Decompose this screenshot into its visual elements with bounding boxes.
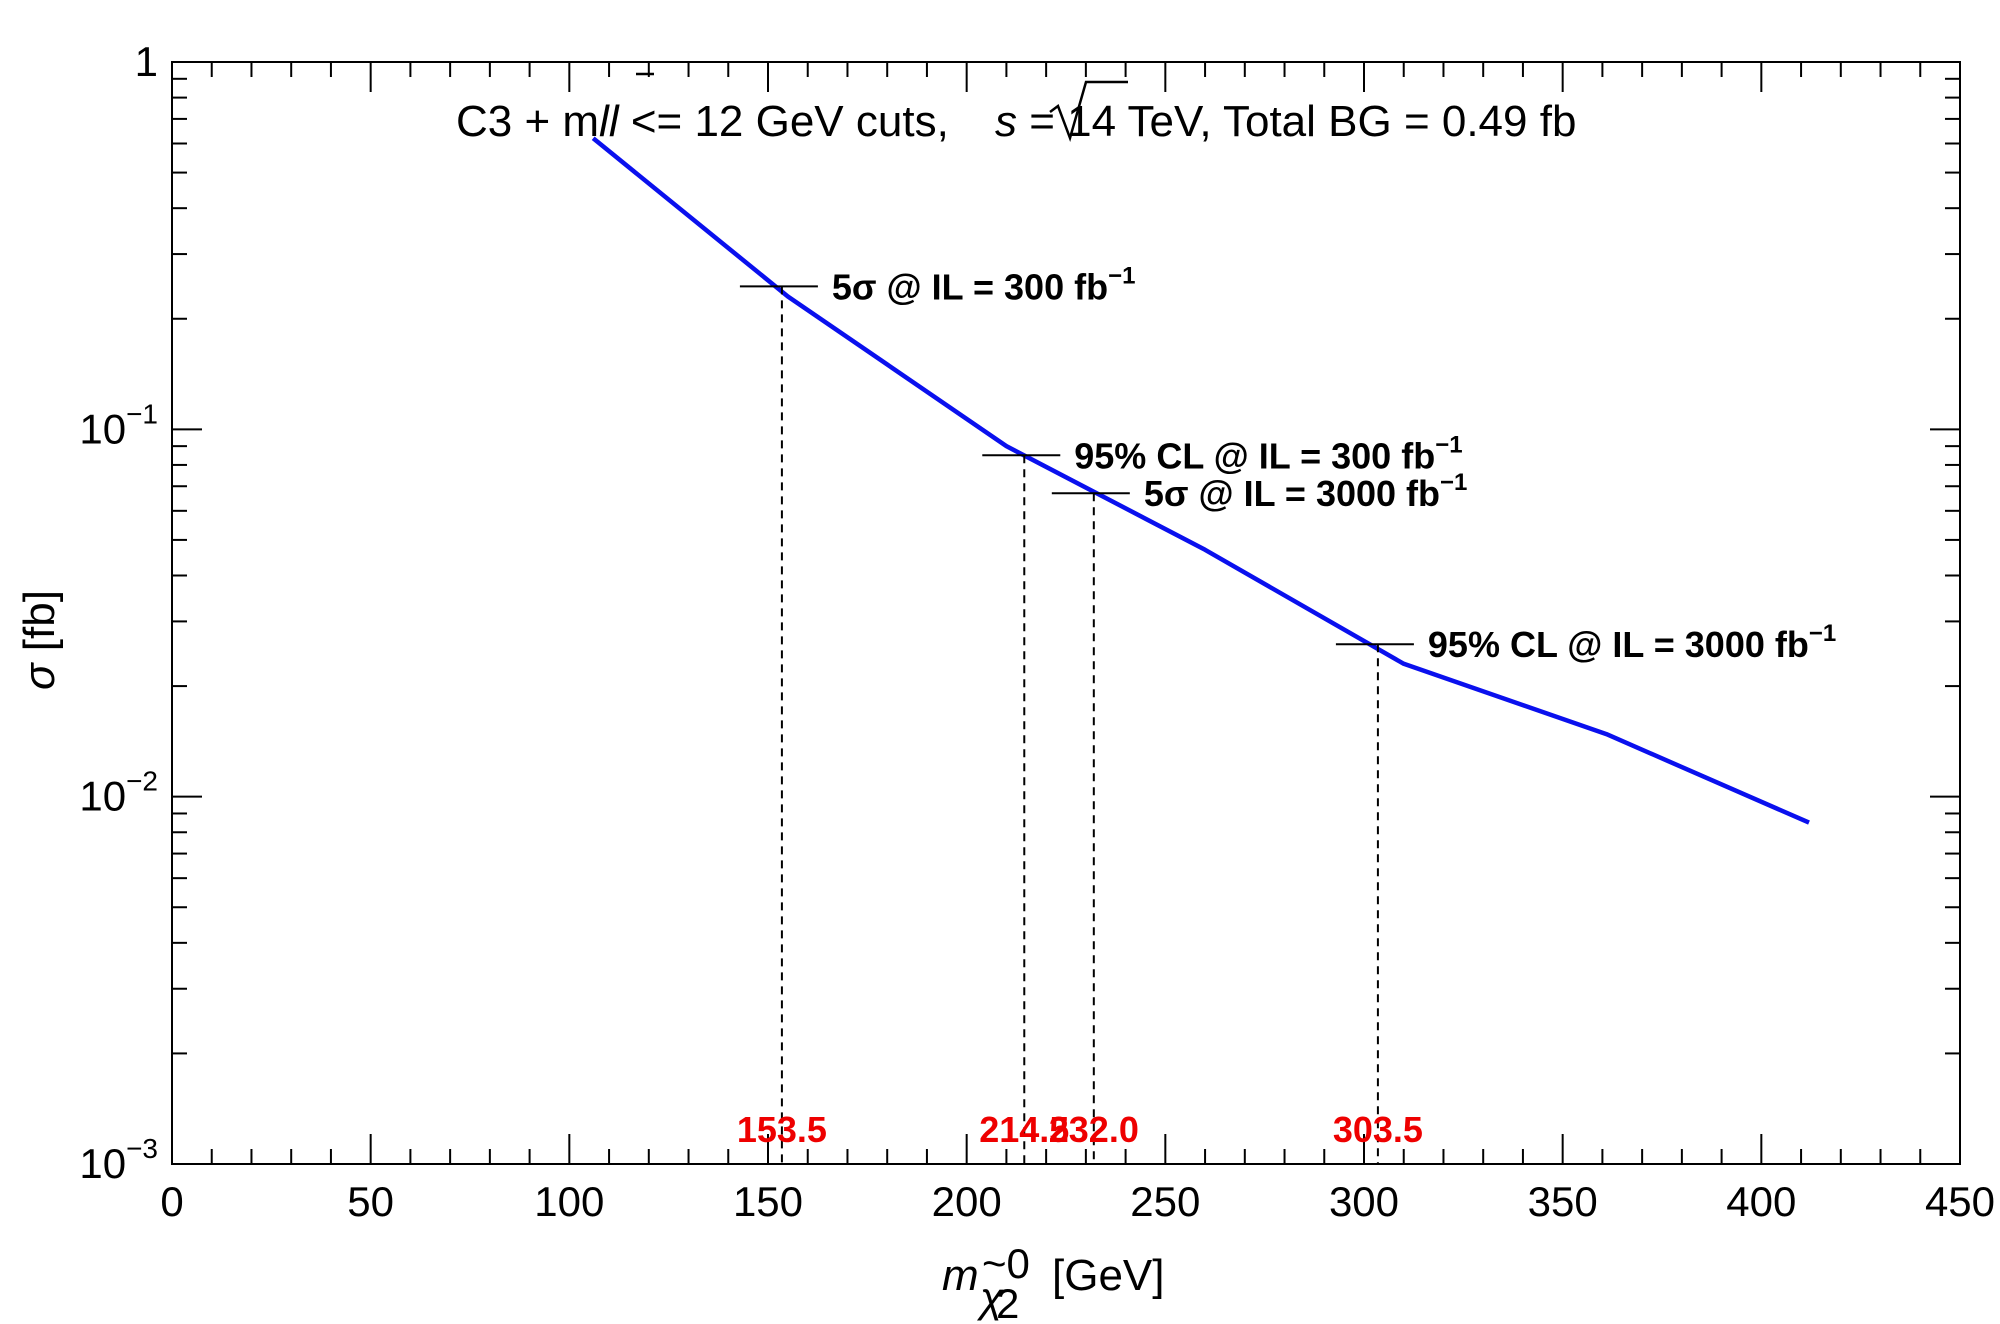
threshold-label-text: 5σ @ IL = 3000 fb (1144, 473, 1440, 514)
title-part4: s (995, 97, 1017, 146)
y-tick-exp: −3 (126, 1133, 158, 1164)
x-tick-label: 50 (347, 1178, 394, 1225)
threshold-value: 214.5 (979, 1109, 1069, 1150)
threshold-label-text: 5σ @ IL = 300 fb (832, 266, 1108, 307)
x-tick-label: 150 (733, 1178, 803, 1225)
y-tick-base: 1 (135, 38, 158, 85)
x-tick-label: 100 (534, 1178, 604, 1225)
x-axis-unit: [GeV] (1052, 1251, 1165, 1300)
x-tick-label: 400 (1726, 1178, 1796, 1225)
y-tick-exp: −1 (126, 398, 158, 429)
y-axis-unit: [fb] (15, 590, 64, 651)
y-tick-base: 10 (79, 773, 126, 820)
plot-frame (171, 61, 1961, 1165)
threshold-label: 95% CL @ IL = 3000 fb−1 (1428, 620, 1836, 665)
x-axis-sub: χ (976, 1274, 1004, 1321)
threshold-label: 5σ @ IL = 3000 fb−1 (1144, 469, 1468, 514)
threshold-label-sup: −1 (1440, 469, 1467, 496)
threshold-label: 95% CL @ IL = 300 fb−1 (1074, 431, 1462, 476)
title-part3: <= 12 GeV cuts, (619, 97, 961, 146)
x-axis-symbol: m (942, 1251, 979, 1300)
threshold-value: 303.5 (1333, 1109, 1423, 1150)
x-axis-title: m (942, 1251, 979, 1300)
y-tick-label: 1 (135, 38, 158, 85)
x-axis-sup: ~0 (982, 1240, 1030, 1287)
y-tick-label: 10−1 (79, 398, 158, 452)
y-axis-title: σ [fb] (15, 590, 64, 690)
x-tick-label: 300 (1329, 1178, 1399, 1225)
x-tick-label: 350 (1528, 1178, 1598, 1225)
x-axis-sub2: 2 (996, 1280, 1019, 1324)
y-tick-label: 10−2 (79, 766, 158, 820)
threshold-label-text: 95% CL @ IL = 300 fb (1074, 435, 1435, 476)
x-tick-label: 200 (932, 1178, 1002, 1225)
threshold-label-text: 95% CL @ IL = 3000 fb (1428, 624, 1809, 665)
sqrt-symbol (1049, 80, 1128, 142)
y-tick-base: 10 (79, 405, 126, 452)
lines-layer (591, 136, 1810, 825)
x-tick-label: 250 (1130, 1178, 1200, 1225)
x-tick-label: 0 (160, 1178, 183, 1225)
title-part1: C3 + m (456, 97, 599, 146)
y-tick-exp: −2 (126, 766, 158, 797)
threshold-label: 5σ @ IL = 300 fb−1 (832, 262, 1136, 307)
threshold-value: 232.0 (1049, 1109, 1139, 1150)
y-tick-label: 10−3 (79, 1133, 158, 1187)
title-ll: ll (599, 97, 620, 146)
threshold-value: 153.5 (737, 1109, 827, 1150)
y-tick-base: 10 (79, 1140, 126, 1187)
x-tick-label: 450 (1925, 1178, 1995, 1225)
series-line (591, 136, 1810, 825)
y-axis-gap (15, 651, 64, 663)
threshold-label-sup: −1 (1108, 262, 1135, 289)
y-axis-symbol: σ (15, 662, 64, 690)
threshold-label-sup: −1 (1435, 431, 1462, 458)
title-part5: = 14 TeV, Total BG = 0.49 fb (1017, 97, 1576, 146)
chart-title: C3 + mll <= 12 GeV cuts, s = 14 TeV, Tot… (456, 97, 1576, 146)
threshold-label-sup: −1 (1809, 620, 1836, 647)
